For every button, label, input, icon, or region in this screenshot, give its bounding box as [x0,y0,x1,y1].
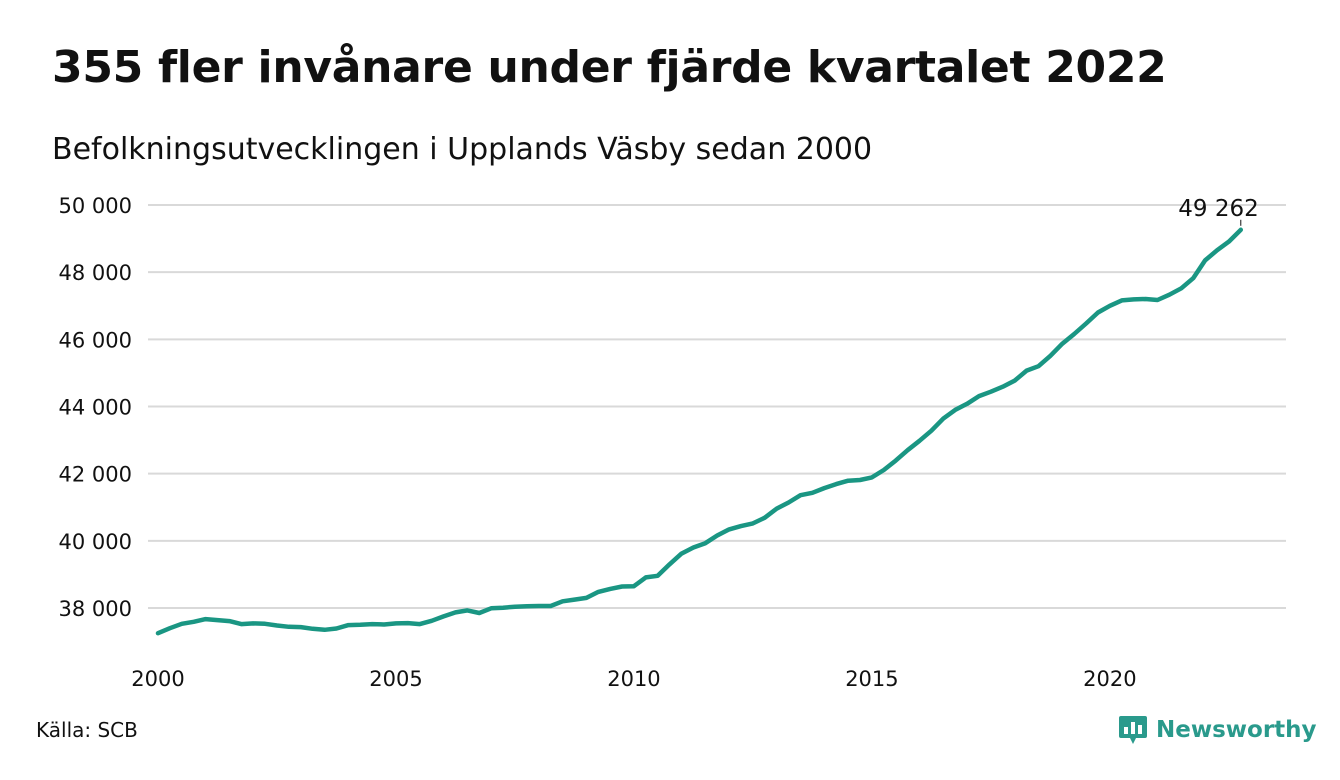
chart-bubble-icon [1119,716,1147,744]
x-axis-tick-labels: 2000 2005 2010 2015 2020 [131,667,1136,691]
y-tick-label: 50 000 [59,194,132,218]
x-tick-label: 2005 [369,667,422,691]
newsworthy-logo: Newsworthy [1118,714,1317,746]
end-value-label: 49 262 [1178,196,1258,222]
y-tick-label: 48 000 [59,261,132,285]
series-layer [155,227,1244,636]
brand-name: Newsworthy [1156,717,1317,743]
y-tick-label: 42 000 [59,463,132,487]
series-line [155,227,1244,636]
x-tick-label: 2000 [131,667,184,691]
chart-title: 355 fler invånare under fjärde kvartalet… [52,42,1167,93]
source-note: Källa: SCB [36,718,138,742]
x-tick-label: 2015 [845,667,898,691]
chart-subtitle: Befolkningsutvecklingen i Upplands Väsby… [52,132,873,167]
y-tick-label: 44 000 [59,396,132,420]
y-tick-label: 38 000 [59,597,132,621]
x-tick-label: 2020 [1083,667,1136,691]
y-tick-label: 40 000 [59,530,132,554]
y-tick-label: 46 000 [59,328,132,352]
x-tick-label: 2010 [607,667,660,691]
y-axis-tick-labels: 38 000 40 000 42 000 44 000 46 000 48 000 50 0… [59,194,132,621]
annotation-layer: 49 262 [1178,196,1259,226]
gridlines [148,204,1286,609]
